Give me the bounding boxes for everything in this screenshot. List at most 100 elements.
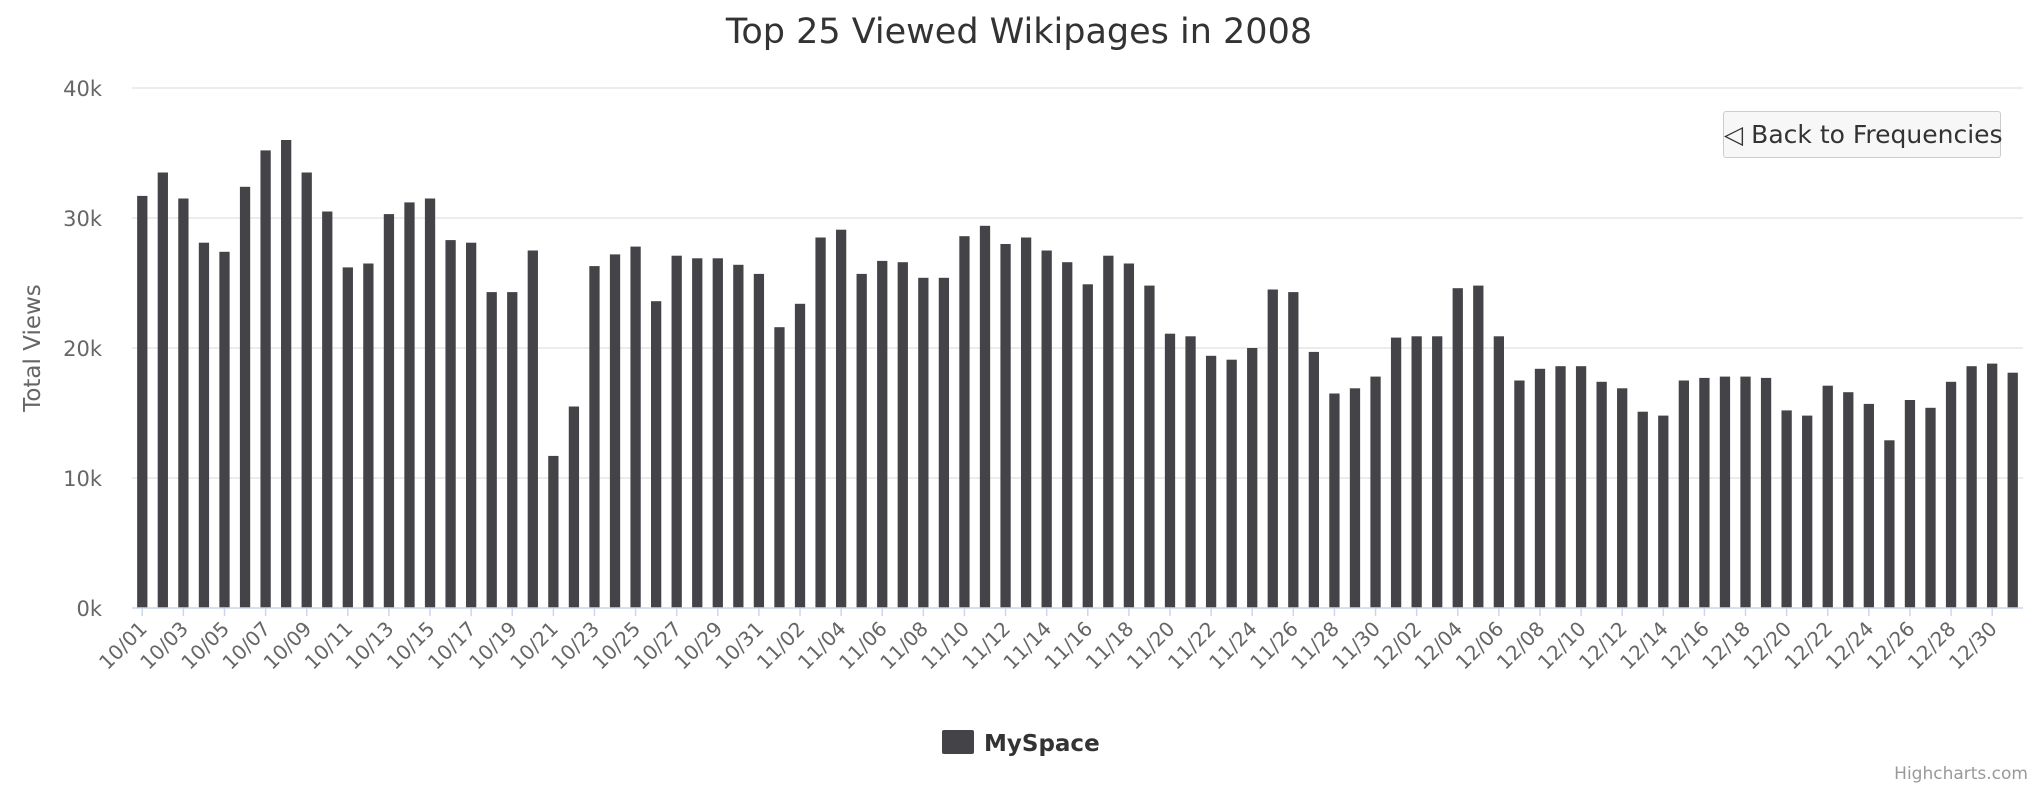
bar[interactable] bbox=[609, 254, 621, 608]
bar[interactable] bbox=[445, 240, 456, 608]
bar[interactable] bbox=[383, 214, 395, 608]
bar[interactable] bbox=[1185, 336, 1196, 608]
bar[interactable] bbox=[178, 198, 189, 609]
bar[interactable] bbox=[1493, 336, 1505, 608]
bar[interactable] bbox=[650, 301, 662, 608]
legend-item-myspace[interactable]: MySpace bbox=[942, 730, 1100, 757]
bar[interactable] bbox=[692, 258, 703, 608]
bar[interactable] bbox=[322, 211, 333, 609]
back-to-frequencies-button[interactable]: ◁ Back to Frequencies bbox=[1723, 111, 2003, 158]
bar[interactable] bbox=[239, 186, 251, 609]
bar-series bbox=[137, 140, 2018, 609]
bar[interactable] bbox=[1575, 366, 1587, 608]
bar[interactable] bbox=[260, 150, 271, 608]
bar[interactable] bbox=[1267, 289, 1278, 609]
bar[interactable] bbox=[1329, 393, 1340, 609]
x-axis-labels: 10/0110/0310/0510/0710/0910/1110/1310/15… bbox=[94, 608, 2002, 674]
bar[interactable] bbox=[1308, 351, 1320, 608]
y-tick-label: 0k bbox=[76, 597, 102, 621]
bar[interactable] bbox=[1000, 244, 1011, 608]
bar[interactable] bbox=[630, 246, 641, 608]
bar[interactable] bbox=[424, 198, 436, 609]
bar[interactable] bbox=[1452, 288, 1463, 608]
bar[interactable] bbox=[774, 327, 785, 608]
bar[interactable] bbox=[1041, 250, 1052, 609]
bar[interactable] bbox=[1617, 388, 1628, 608]
bar[interactable] bbox=[1473, 285, 1484, 608]
bar[interactable] bbox=[342, 267, 353, 608]
bar[interactable] bbox=[1843, 392, 1854, 608]
bar[interactable] bbox=[486, 292, 497, 608]
bar[interactable] bbox=[877, 260, 888, 608]
bar[interactable] bbox=[1863, 403, 1874, 608]
bar[interactable] bbox=[918, 277, 929, 608]
bar[interactable] bbox=[1925, 407, 1936, 608]
bar[interactable] bbox=[1760, 377, 1772, 608]
bar[interactable] bbox=[589, 266, 600, 608]
bar[interactable] bbox=[1555, 366, 1566, 608]
bar[interactable] bbox=[1637, 411, 1648, 608]
bar[interactable] bbox=[959, 236, 970, 608]
bar[interactable] bbox=[198, 242, 210, 608]
bar[interactable] bbox=[1678, 380, 1689, 609]
y-axis-title: Total Views bbox=[20, 284, 46, 413]
credits-link[interactable]: Highcharts.com bbox=[1894, 764, 2028, 784]
bar[interactable] bbox=[1534, 368, 1546, 608]
bar[interactable] bbox=[219, 251, 230, 609]
bar[interactable] bbox=[1802, 415, 1813, 608]
bar[interactable] bbox=[301, 172, 312, 609]
bar[interactable] bbox=[1966, 366, 1977, 608]
bar[interactable] bbox=[1349, 388, 1361, 608]
bar[interactable] bbox=[1781, 410, 1792, 608]
bar[interactable] bbox=[363, 263, 374, 609]
bar[interactable] bbox=[1226, 359, 1237, 608]
bar[interactable] bbox=[568, 406, 580, 609]
bar[interactable] bbox=[1884, 440, 1895, 608]
bar[interactable] bbox=[1719, 376, 1731, 608]
bar[interactable] bbox=[815, 237, 826, 609]
bar[interactable] bbox=[1514, 380, 1525, 609]
bar[interactable] bbox=[281, 140, 292, 608]
bar[interactable] bbox=[1822, 385, 1833, 608]
bar[interactable] bbox=[404, 202, 415, 608]
bar[interactable] bbox=[1103, 255, 1114, 608]
bar[interactable] bbox=[1370, 376, 1381, 608]
bar[interactable] bbox=[733, 264, 744, 608]
bar[interactable] bbox=[466, 242, 477, 608]
bar[interactable] bbox=[1987, 363, 1998, 608]
bar[interactable] bbox=[1123, 263, 1135, 609]
bar[interactable] bbox=[1288, 292, 1299, 608]
bar[interactable] bbox=[938, 277, 950, 608]
bar[interactable] bbox=[1020, 237, 1032, 609]
bar[interactable] bbox=[1082, 284, 1093, 608]
bar[interactable] bbox=[856, 273, 867, 608]
bar[interactable] bbox=[897, 262, 908, 608]
bar[interactable] bbox=[1390, 337, 1402, 608]
bar[interactable] bbox=[2007, 372, 2018, 608]
bar[interactable] bbox=[979, 225, 991, 609]
bar[interactable] bbox=[137, 195, 148, 608]
bar[interactable] bbox=[1432, 336, 1443, 608]
bar[interactable] bbox=[794, 303, 806, 608]
bar[interactable] bbox=[527, 250, 538, 609]
bar[interactable] bbox=[1411, 336, 1422, 608]
bar[interactable] bbox=[1596, 381, 1607, 608]
bar[interactable] bbox=[1904, 400, 1916, 608]
bar[interactable] bbox=[835, 229, 847, 608]
bar[interactable] bbox=[1247, 348, 1258, 608]
bar[interactable] bbox=[1205, 355, 1217, 608]
bar[interactable] bbox=[1062, 262, 1073, 608]
bar[interactable] bbox=[507, 292, 518, 608]
bar[interactable] bbox=[1945, 381, 1957, 608]
bar[interactable] bbox=[548, 455, 559, 608]
bar[interactable] bbox=[157, 172, 168, 609]
bar[interactable] bbox=[1740, 376, 1751, 608]
bar[interactable] bbox=[753, 273, 765, 608]
bar[interactable] bbox=[1144, 285, 1155, 608]
bar[interactable] bbox=[1164, 333, 1176, 608]
bar[interactable] bbox=[1699, 377, 1710, 608]
y-tick-label: 10k bbox=[63, 467, 103, 491]
bar[interactable] bbox=[712, 258, 723, 608]
bar[interactable] bbox=[671, 255, 682, 608]
bar[interactable] bbox=[1658, 415, 1669, 608]
